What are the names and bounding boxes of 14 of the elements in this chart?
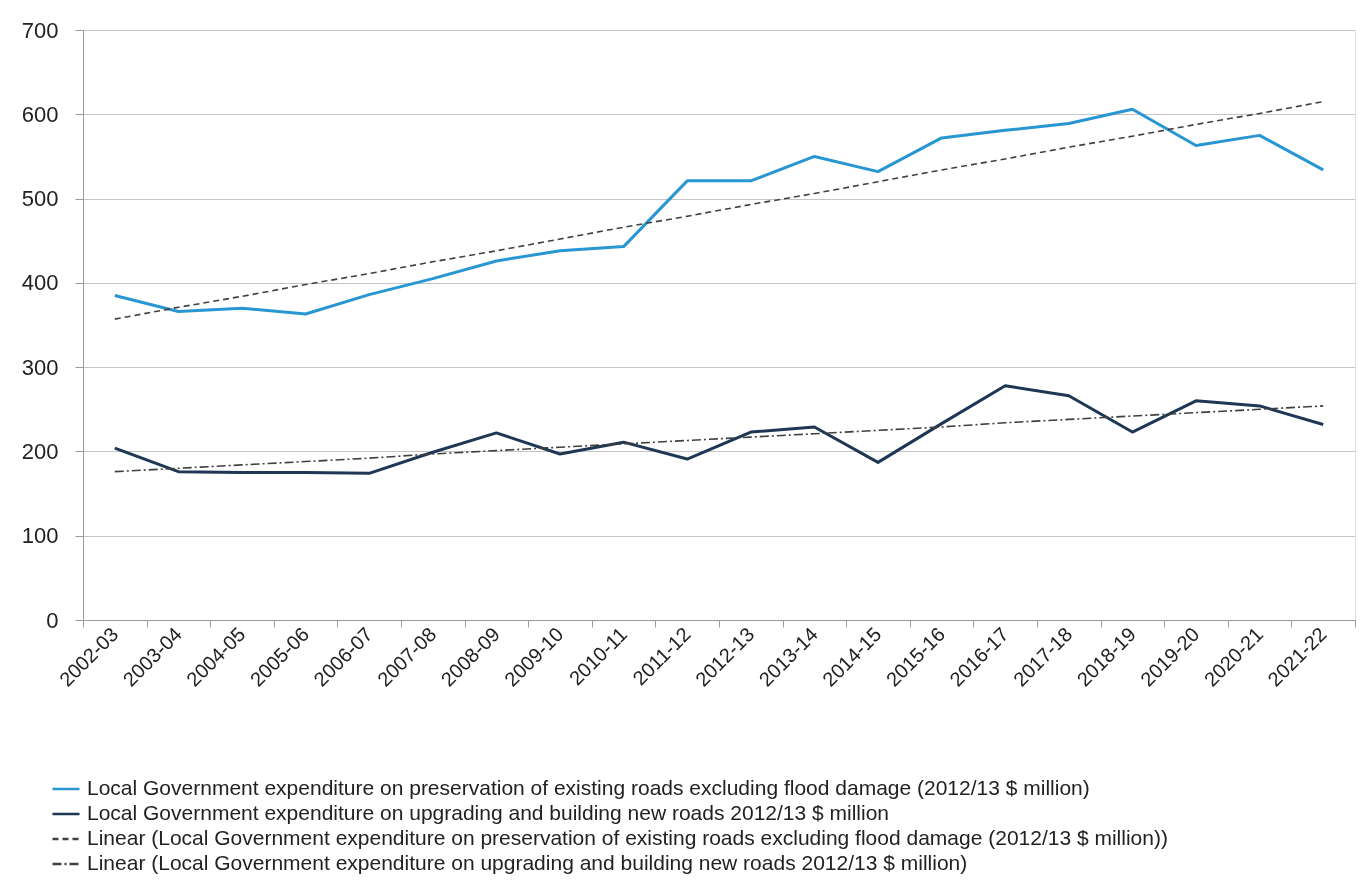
y-tick-label: 100 (21, 523, 59, 549)
line-series (113, 384, 1325, 475)
legend-label: Local Government expenditure on preservation of existing roads excluding flood damage (2012/13 $ million) (87, 776, 1090, 799)
line-series (114, 405, 1324, 473)
y-tick-label: 400 (21, 270, 59, 296)
legend-label: Linear (Local Government expenditure on preservation of existing roads excluding flood damage (2012/13 $ million)) (87, 826, 1168, 849)
y-tick-label: 700 (21, 17, 59, 43)
y-tick-label: 600 (21, 101, 59, 127)
y-tick-label: 500 (21, 186, 59, 212)
y-tick-label: 300 (21, 354, 59, 380)
y-tick-label: 0 (46, 607, 59, 633)
legend-label: Linear (Local Government expenditure on upgrading and building new roads 2012/13 $ million) (87, 851, 968, 874)
legend-label: Local Government expenditure on upgrading and building new roads 2012/13 $ million (87, 801, 890, 824)
y-tick-label: 200 (21, 438, 59, 464)
